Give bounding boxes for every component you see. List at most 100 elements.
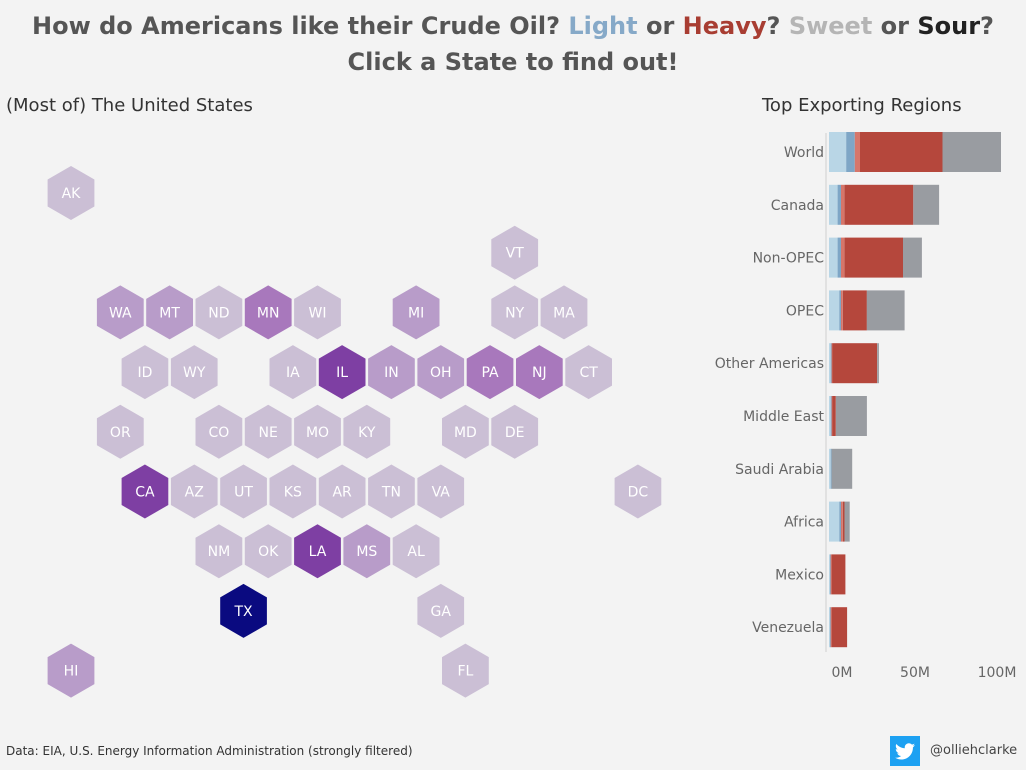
bar-segment-light-sweet[interactable] (829, 448, 831, 489)
state-hex-nm[interactable]: NM (195, 524, 243, 579)
bar-segment-heavy-sour[interactable] (831, 554, 846, 595)
state-hex-va[interactable]: VA (417, 464, 465, 519)
bar-segment-light-sweet[interactable] (829, 343, 831, 384)
state-hex-wi[interactable]: WI (294, 285, 341, 340)
state-hex-shape[interactable] (244, 285, 292, 340)
state-hex-shape[interactable] (294, 524, 341, 579)
state-hex-shape[interactable] (220, 583, 267, 638)
state-hex-in[interactable]: IN (368, 345, 415, 400)
state-hex-shape[interactable] (417, 345, 465, 400)
bar-segment-light-sweet[interactable] (829, 132, 847, 172)
state-hex-shape[interactable] (244, 404, 292, 459)
state-hex-shape[interactable] (442, 643, 489, 698)
state-hex-mo[interactable]: MO (294, 404, 341, 459)
state-hex-ny[interactable]: NY (491, 285, 539, 340)
bar-segment-light-sour[interactable] (829, 554, 831, 595)
state-hex-mt[interactable]: MT (146, 285, 193, 340)
state-hex-shape[interactable] (47, 643, 95, 698)
bar-segment-heavy-sweet[interactable] (830, 554, 832, 595)
bar-segment-sour[interactable] (831, 448, 853, 489)
bar-segment-heavy-sour[interactable] (832, 396, 836, 436)
bar-segment-light-sour[interactable] (846, 132, 855, 172)
state-hex-tx[interactable]: TX (220, 583, 267, 638)
state-hex-shape[interactable] (343, 404, 391, 459)
twitter-handle[interactable]: @olliehclarke (930, 743, 1018, 758)
state-hex-shape[interactable] (392, 285, 440, 340)
state-hex-shape[interactable] (294, 404, 341, 459)
state-hex-shape[interactable] (516, 345, 563, 400)
state-hex-ut[interactable]: UT (220, 464, 267, 519)
state-hex-shape[interactable] (96, 285, 144, 340)
state-hex-shape[interactable] (170, 464, 218, 519)
state-hex-hi[interactable]: HI (47, 643, 95, 698)
state-hex-id[interactable]: ID (121, 345, 169, 400)
state-hex-ar[interactable]: AR (318, 464, 366, 519)
state-hex-ma[interactable]: MA (540, 285, 588, 340)
bar-segment-heavy-sour[interactable] (831, 607, 848, 648)
state-hex-ne[interactable]: NE (244, 404, 292, 459)
state-hex-az[interactable]: AZ (170, 464, 218, 519)
bar-segment-heavy-sweet[interactable] (841, 290, 843, 331)
bar-segment-heavy-sweet[interactable] (831, 396, 833, 436)
state-hex-shape[interactable] (146, 285, 193, 340)
state-hex-shape[interactable] (343, 524, 391, 579)
state-hex-or[interactable]: OR (96, 404, 144, 459)
twitter-icon[interactable] (890, 736, 920, 766)
state-hex-shape[interactable] (614, 464, 662, 519)
state-hex-shape[interactable] (195, 285, 243, 340)
state-hex-shape[interactable] (121, 464, 169, 519)
state-hex-ca[interactable]: CA (121, 464, 169, 519)
state-hex-shape[interactable] (491, 225, 539, 280)
state-hex-shape[interactable] (392, 524, 440, 579)
bar-segment-light-sour[interactable] (830, 396, 832, 436)
bar-segment-heavy-sweet[interactable] (841, 237, 845, 278)
state-hex-il[interactable]: IL (318, 345, 366, 400)
state-hex-shape[interactable] (269, 345, 317, 400)
state-hex-shape[interactable] (466, 345, 514, 400)
bar-segment-light-sweet[interactable] (829, 184, 838, 225)
bar-segment-light-sweet[interactable] (829, 607, 830, 648)
state-hex-ms[interactable]: MS (343, 524, 391, 579)
state-hex-shape[interactable] (318, 345, 366, 400)
state-hex-nd[interactable]: ND (195, 285, 243, 340)
state-hex-ak[interactable]: AK (47, 166, 95, 220)
state-hex-wa[interactable]: WA (96, 285, 144, 340)
state-hex-dc[interactable]: DC (614, 464, 662, 519)
state-hex-shape[interactable] (491, 285, 539, 340)
bar-segment-sour[interactable] (866, 290, 905, 331)
state-hex-shape[interactable] (195, 524, 243, 579)
state-hex-shape[interactable] (220, 464, 267, 519)
state-hex-shape[interactable] (417, 583, 465, 638)
state-hex-tn[interactable]: TN (368, 464, 415, 519)
bar-segment-heavy-sour[interactable] (832, 343, 878, 384)
state-hex-shape[interactable] (195, 404, 243, 459)
state-hex-nj[interactable]: NJ (516, 345, 563, 400)
state-hex-shape[interactable] (121, 345, 169, 400)
bar-segment-sour[interactable] (913, 184, 940, 225)
bar-segment-light-sour[interactable] (837, 237, 841, 278)
bar-segment-heavy-sour[interactable] (844, 237, 904, 278)
bar-segment-heavy-sweet[interactable] (841, 501, 843, 542)
bar-segment-light-sour[interactable] (830, 448, 832, 489)
bar-segment-light-sour[interactable] (839, 290, 841, 331)
state-hex-shape[interactable] (368, 345, 415, 400)
state-hex-la[interactable]: LA (294, 524, 341, 579)
bar-segment-heavy-sweet[interactable] (841, 184, 845, 225)
state-hex-co[interactable]: CO (195, 404, 243, 459)
bar-segment-light-sweet[interactable] (829, 237, 838, 278)
state-hex-oh[interactable]: OH (417, 345, 465, 400)
bar-segment-sour[interactable] (903, 237, 922, 278)
state-hex-ia[interactable]: IA (269, 345, 317, 400)
bar-segment-light-sour[interactable] (839, 501, 841, 542)
state-hex-shape[interactable] (368, 464, 415, 519)
bar-segment-sour[interactable] (942, 132, 1002, 172)
bar-segment-heavy-sour[interactable] (842, 501, 845, 542)
bar-segment-heavy-sour[interactable] (844, 184, 914, 225)
state-hex-mi[interactable]: MI (392, 285, 440, 340)
state-hex-shape[interactable] (491, 404, 539, 459)
bar-segment-light-sour[interactable] (830, 343, 832, 384)
state-hex-fl[interactable]: FL (442, 643, 489, 698)
state-hex-ct[interactable]: CT (565, 345, 612, 400)
state-hex-ok[interactable]: OK (244, 524, 292, 579)
bar-segment-sour[interactable] (844, 501, 850, 542)
